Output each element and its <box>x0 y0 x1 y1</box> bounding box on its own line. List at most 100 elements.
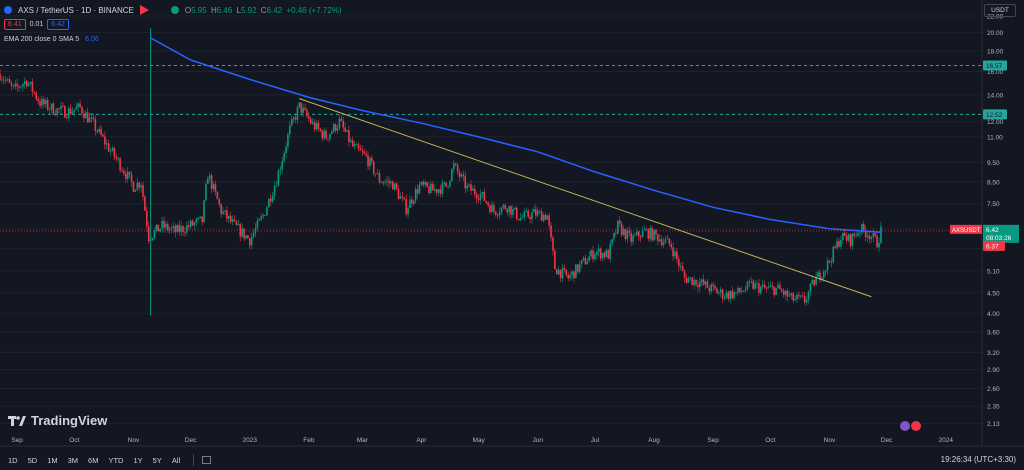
candle-body <box>760 286 762 293</box>
candle-body <box>475 194 478 199</box>
candle-body <box>407 207 409 215</box>
candle-body <box>456 164 459 172</box>
candle-body <box>843 232 846 237</box>
y-tick-label: 2.90 <box>987 367 1000 374</box>
candle-body <box>294 117 297 120</box>
candle-body <box>857 232 859 236</box>
candle-body <box>695 279 697 285</box>
candle-body <box>712 284 714 287</box>
candle-body <box>765 287 768 289</box>
candle-body <box>367 155 369 167</box>
candle-body <box>710 284 713 292</box>
candle-body <box>412 200 415 204</box>
candle-body <box>727 292 730 299</box>
change-value: +0.46 (+7.72%) <box>286 5 342 15</box>
candle-body <box>155 224 158 231</box>
candle-body <box>817 272 819 277</box>
candle-body <box>113 147 116 157</box>
candle-body <box>653 229 655 241</box>
bottom-toolbar: 1D 5D 1M 3M 6M YTD 1Y 5Y All <box>0 450 1024 470</box>
currency-selector[interactable]: USDT <box>984 4 1016 17</box>
range-all[interactable]: All <box>171 455 181 465</box>
candle-body <box>48 109 51 111</box>
tradingview-logo[interactable]: TradingView <box>8 413 107 428</box>
candle-body <box>624 228 627 240</box>
candle-body <box>144 196 146 211</box>
candle-body <box>657 234 659 242</box>
candle-body <box>193 222 196 226</box>
candle-body <box>590 250 592 257</box>
candle-body <box>344 127 346 132</box>
candle-body <box>489 205 491 213</box>
trendline[interactable] <box>299 98 872 298</box>
range-5y[interactable]: 5Y <box>152 455 162 465</box>
candle-body <box>689 277 692 279</box>
candle-body <box>660 239 663 246</box>
range-3m[interactable]: 3M <box>67 455 79 465</box>
candle-body <box>29 81 32 84</box>
candle-body <box>790 293 793 296</box>
candle-body <box>218 199 221 205</box>
ema-200-line[interactable] <box>150 37 881 233</box>
candle-body <box>37 98 39 102</box>
candle-body <box>683 270 686 278</box>
candle-body <box>382 182 385 184</box>
candle-body <box>338 118 341 128</box>
candle-body <box>731 290 734 299</box>
candle-body <box>838 241 840 247</box>
candle-body <box>515 207 518 219</box>
candle-body <box>506 209 509 213</box>
candle-body <box>700 279 703 283</box>
candle-body <box>609 243 611 259</box>
candle-body <box>163 220 165 228</box>
candle-body <box>628 230 631 233</box>
ideas-badge-icon[interactable] <box>900 421 922 431</box>
level-price-label: 16.57 <box>986 63 1003 70</box>
candle-body <box>397 188 400 199</box>
candle-body <box>39 101 41 106</box>
candle-body <box>199 216 202 218</box>
buy-price-button[interactable]: 6.42 <box>47 19 69 30</box>
candle-body <box>165 223 167 228</box>
candle-body <box>231 219 234 222</box>
candle-body <box>357 144 360 149</box>
candle-body <box>128 171 131 175</box>
candle-body <box>555 269 558 275</box>
range-6m[interactable]: 6M <box>88 455 99 465</box>
open-value: 5.95 <box>191 5 207 15</box>
x-tick-label: Nov <box>824 437 836 444</box>
flag-icon[interactable] <box>139 5 149 15</box>
axs-coin-icon <box>4 6 12 14</box>
candle-body <box>233 219 236 222</box>
range-1y[interactable]: 1Y <box>133 455 143 465</box>
candle-body <box>605 250 608 257</box>
candle-body <box>73 109 76 112</box>
candle-body <box>134 189 137 192</box>
candle-body <box>830 261 833 263</box>
candle-body <box>107 143 110 152</box>
clock[interactable]: 19:26:34 (UTC+3:30) <box>940 455 1016 464</box>
candle-body <box>742 291 745 292</box>
sell-price-button[interactable]: 6.41 <box>4 19 26 30</box>
candle-body <box>182 226 184 232</box>
candle-body <box>64 106 66 118</box>
candle-body <box>561 267 564 279</box>
candle-body <box>304 107 306 110</box>
indicator-legend[interactable]: EMA 200 close 0 SMA 5 6.06 <box>4 36 99 43</box>
range-ytd[interactable]: YTD <box>108 455 124 465</box>
indicator-title[interactable]: EMA 200 close 0 SMA 5 <box>4 36 80 43</box>
candle-body <box>20 86 22 88</box>
candle-body <box>41 99 43 106</box>
candle-body <box>573 271 575 279</box>
range-5d[interactable]: 5D <box>27 455 38 465</box>
candle-body <box>805 299 808 303</box>
range-1m[interactable]: 1M <box>47 455 58 465</box>
symbol-title[interactable]: AXS / TetherUS · 1D · BINANCE <box>18 5 134 15</box>
candle-body <box>245 235 247 239</box>
candle-body <box>201 216 203 223</box>
candle-body <box>411 199 413 204</box>
calendar-icon[interactable] <box>202 456 212 464</box>
range-1d[interactable]: 1D <box>8 455 18 465</box>
